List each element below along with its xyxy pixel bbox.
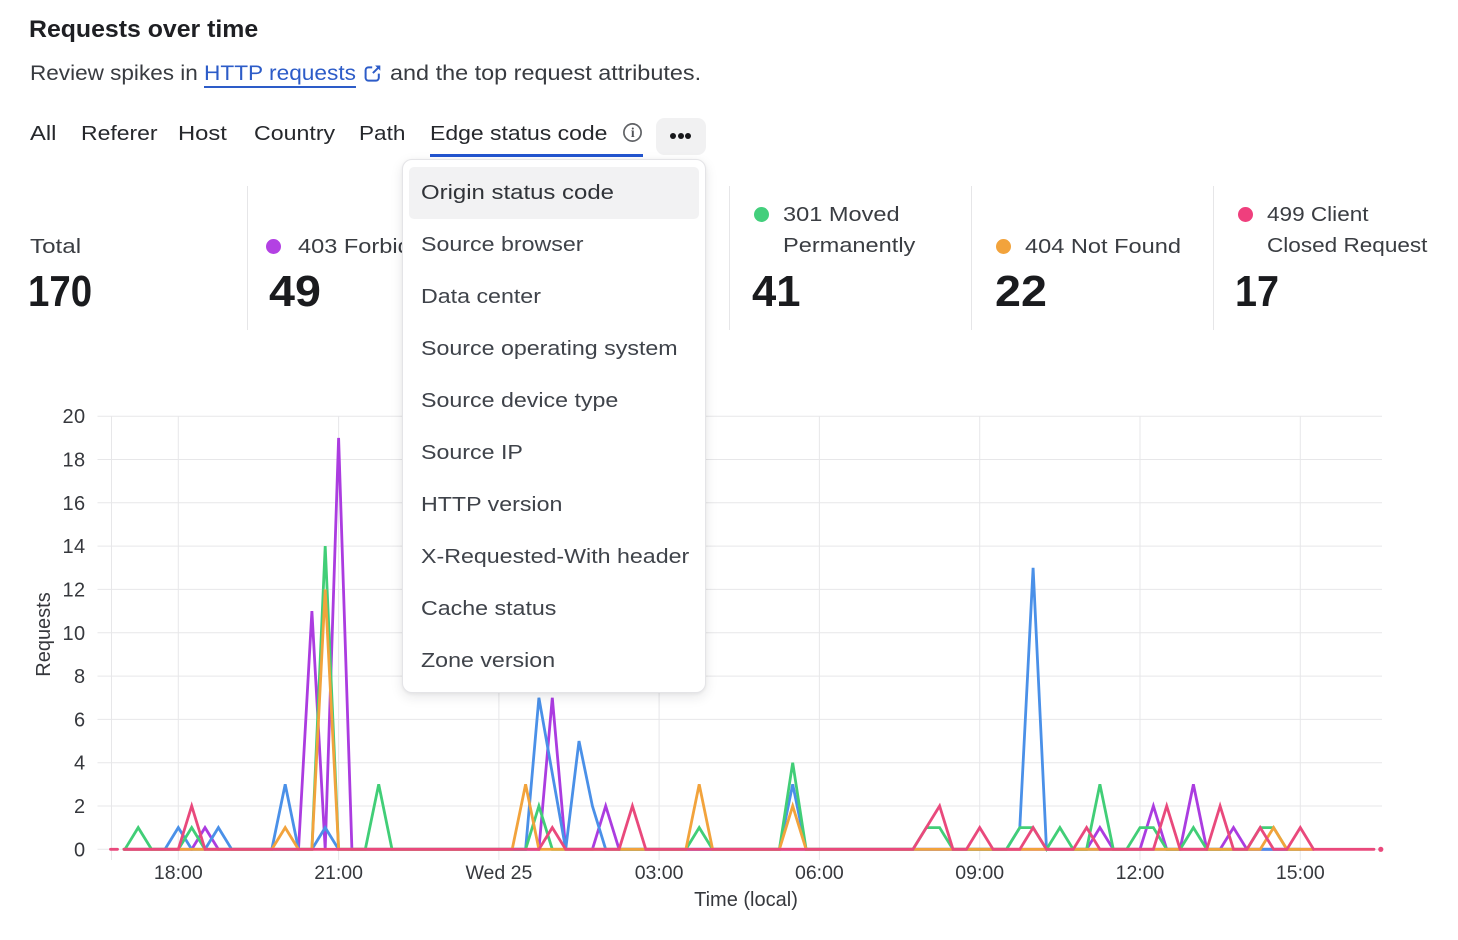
svg-text:18: 18 bbox=[62, 450, 85, 472]
svg-text:6: 6 bbox=[74, 709, 86, 731]
svg-text:06:00: 06:00 bbox=[795, 862, 844, 884]
svg-text:21:00: 21:00 bbox=[314, 862, 363, 884]
svg-text:20: 20 bbox=[62, 406, 85, 428]
svg-text:18:00: 18:00 bbox=[154, 862, 203, 884]
svg-text:14: 14 bbox=[62, 536, 85, 558]
svg-text:15:00: 15:00 bbox=[1276, 862, 1325, 884]
svg-text:i: i bbox=[630, 125, 634, 140]
svg-text:16: 16 bbox=[62, 493, 85, 515]
svg-text:10: 10 bbox=[62, 623, 85, 645]
svg-text:03:00: 03:00 bbox=[635, 862, 684, 884]
svg-text:2: 2 bbox=[74, 796, 86, 818]
svg-text:0: 0 bbox=[74, 839, 86, 861]
svg-text:Requests: Requests bbox=[33, 592, 55, 677]
svg-text:12: 12 bbox=[62, 579, 85, 601]
svg-text:Wed 25: Wed 25 bbox=[465, 862, 532, 884]
svg-text:Time (local): Time (local) bbox=[694, 889, 798, 911]
svg-text:4: 4 bbox=[74, 753, 86, 775]
svg-text:8: 8 bbox=[74, 666, 86, 688]
svg-text:09:00: 09:00 bbox=[955, 862, 1004, 884]
svg-text:12:00: 12:00 bbox=[1116, 862, 1165, 884]
